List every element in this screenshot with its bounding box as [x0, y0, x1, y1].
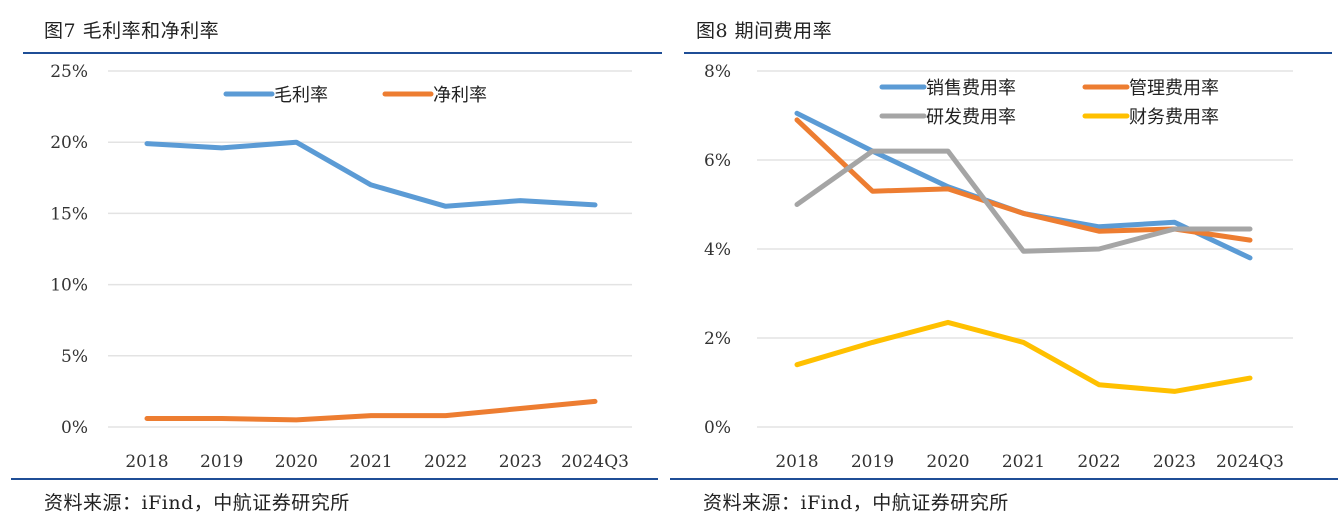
- x-tick-label: 2022: [424, 452, 467, 472]
- data-point: [1248, 226, 1253, 231]
- data-point: [518, 198, 523, 203]
- data-point: [219, 416, 224, 421]
- legend-label: 净利率: [433, 85, 487, 106]
- legend-item: 净利率: [382, 85, 487, 106]
- x-tick-label: 2020: [275, 452, 318, 472]
- data-point: [1021, 340, 1026, 345]
- x-tick-label: 2021: [349, 452, 392, 472]
- series-line-2: [794, 117, 1253, 243]
- x-tick-label: 2023: [1153, 452, 1196, 472]
- legend-item: 研发费用率: [879, 107, 1016, 128]
- legend-label: 毛利率: [274, 85, 328, 106]
- title-divider: [23, 52, 662, 54]
- data-point: [443, 204, 448, 209]
- data-point: [946, 186, 951, 191]
- y-tick-label: 2%: [704, 329, 731, 349]
- data-point: [145, 416, 150, 421]
- x-tick-label: 2024Q3: [1216, 452, 1284, 472]
- data-point: [1021, 249, 1026, 254]
- series-line-1: [144, 139, 598, 209]
- data-point: [795, 362, 800, 367]
- y-tick-label: 5%: [61, 347, 88, 367]
- x-tick-label: 2019: [851, 452, 894, 472]
- x-tick-label: 2021: [1002, 452, 1045, 472]
- legend-label: 财务费用率: [1129, 107, 1219, 128]
- data-point: [593, 399, 598, 404]
- series-line-2: [144, 398, 598, 423]
- data-point: [946, 320, 951, 325]
- y-tick-label: 0%: [704, 418, 731, 438]
- data-point: [870, 149, 875, 154]
- expense-ratio-line-chart: 0% 2% 4% 6% 8% 2018 2019 2020 2021 2022 2023 2024Q3…: [704, 62, 1293, 472]
- data-point: [294, 140, 299, 145]
- y-tick-label: 20%: [50, 133, 88, 153]
- source-divider: [11, 478, 658, 480]
- legend-label: 研发费用率: [926, 107, 1016, 128]
- data-point: [795, 111, 800, 116]
- data-point: [219, 145, 224, 150]
- source-note: 资料来源：iFind，中航证券研究所: [703, 492, 1009, 514]
- margin-line-chart: 0% 5% 10% 15% 20% 25% 2018 2019 2020 2021 2022 2023…: [50, 62, 632, 472]
- data-point: [294, 417, 299, 422]
- data-point: [795, 202, 800, 207]
- x-tick-label: 2022: [1077, 452, 1120, 472]
- data-point: [1248, 376, 1253, 381]
- x-tick-label: 2020: [926, 452, 969, 472]
- figure-title: 图8 期间费用率: [696, 20, 833, 42]
- legend-item: 毛利率: [223, 85, 328, 106]
- data-point: [369, 182, 374, 187]
- y-tick-label: 25%: [50, 62, 88, 82]
- data-point: [1172, 220, 1177, 225]
- source-note: 资料来源：iFind，中航证券研究所: [44, 492, 350, 514]
- y-tick-label: 4%: [704, 240, 731, 260]
- y-tick-label: 8%: [704, 62, 731, 82]
- y-tick-label: 10%: [50, 276, 88, 296]
- legend-label: 管理费用率: [1129, 78, 1219, 99]
- y-tick-label: 15%: [50, 204, 88, 224]
- data-point: [1097, 229, 1102, 234]
- series-line-4: [794, 319, 1253, 394]
- data-point: [443, 413, 448, 418]
- y-tick-label: 6%: [704, 151, 731, 171]
- data-point: [946, 149, 951, 154]
- data-point: [870, 340, 875, 345]
- data-point: [369, 413, 374, 418]
- legend-item: 管理费用率: [1082, 78, 1219, 99]
- x-tick-label: 2018: [125, 452, 168, 472]
- data-point: [1248, 238, 1253, 243]
- legend-label: 销售费用率: [926, 78, 1016, 99]
- source-divider: [670, 478, 1338, 480]
- data-point: [870, 189, 875, 194]
- figure-title: 图7 毛利率和净利率: [44, 20, 220, 42]
- data-point: [1021, 211, 1026, 216]
- x-tick-label: 2018: [775, 452, 818, 472]
- figure-7-panel: 图7 毛利率和净利率 0% 5% 10% 15% 20% 25% 2018 2019 2020 2…: [11, 20, 662, 514]
- data-point: [593, 202, 598, 207]
- x-tick-label: 2024Q3: [561, 452, 629, 472]
- title-divider: [684, 52, 1332, 54]
- data-point: [518, 406, 523, 411]
- x-tick-label: 2023: [499, 452, 542, 472]
- series-line-3: [794, 148, 1253, 254]
- data-point: [795, 117, 800, 122]
- y-tick-label: 0%: [61, 418, 88, 438]
- data-point: [1097, 247, 1102, 252]
- data-point: [1172, 226, 1177, 231]
- data-point: [145, 141, 150, 146]
- data-point: [1097, 382, 1102, 387]
- figure-8-panel: 图8 期间费用率 0% 2% 4% 6% 8% 2018 2019 2020 2021 2022 2…: [669, 0, 1338, 527]
- data-point: [1248, 255, 1253, 260]
- data-point: [1172, 389, 1177, 394]
- x-tick-label: 2019: [200, 452, 243, 472]
- legend-item: 财务费用率: [1082, 107, 1219, 128]
- legend-item: 销售费用率: [879, 78, 1016, 99]
